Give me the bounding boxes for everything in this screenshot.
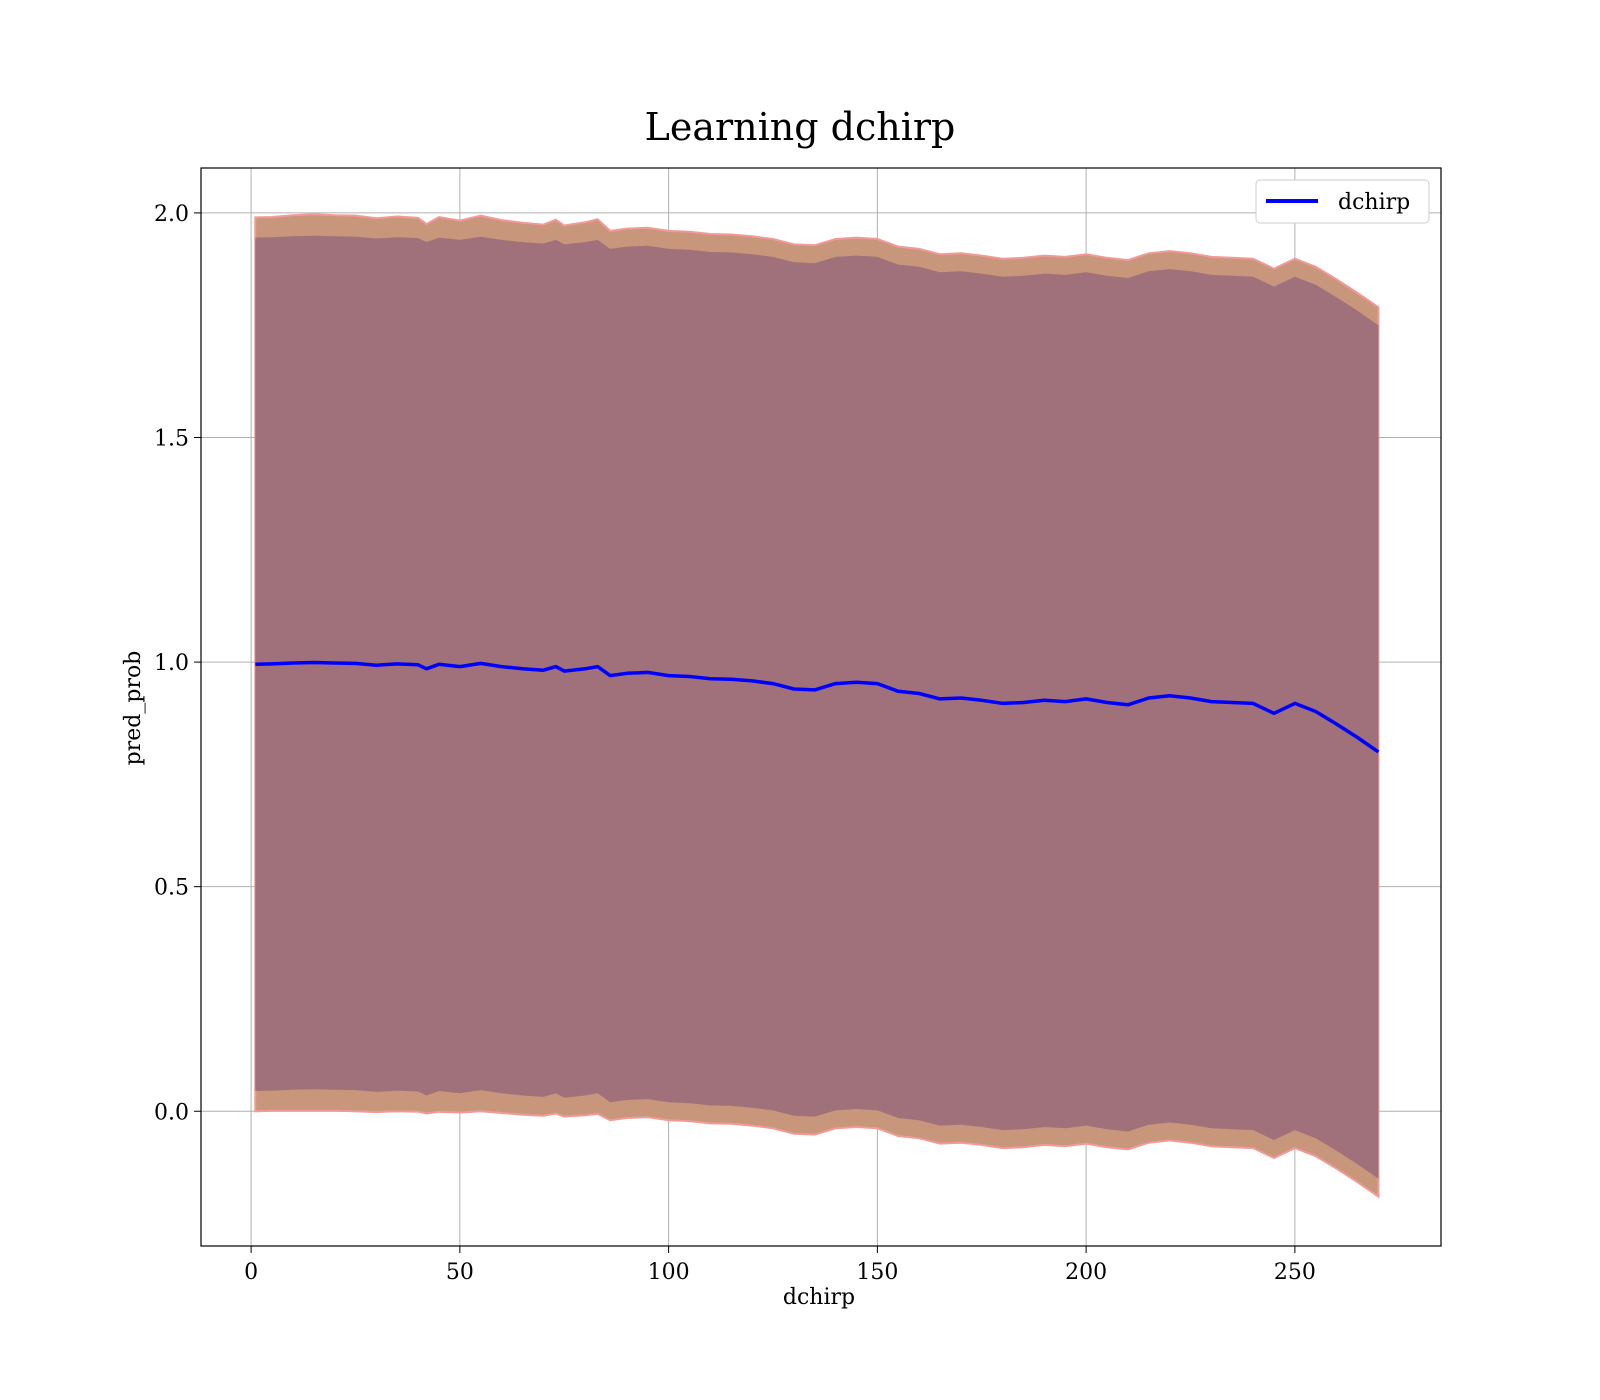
y-tick-label: 0.5 bbox=[154, 876, 189, 901]
y-tick-label: 1.5 bbox=[154, 427, 189, 452]
y-tick-label: 2.0 bbox=[154, 202, 189, 227]
x-tick-label: 150 bbox=[856, 1260, 898, 1285]
y-tick-label: 1.0 bbox=[154, 651, 189, 676]
legend-label-dchirp: dchirp bbox=[1338, 190, 1410, 215]
series-line-dchirp bbox=[255, 660, 1380, 754]
x-tick-label: 50 bbox=[446, 1260, 474, 1285]
legend: dchirp bbox=[1255, 179, 1430, 224]
x-tick-label: 0 bbox=[244, 1260, 258, 1285]
legend-box bbox=[1255, 179, 1430, 224]
x-axis-label: dchirp bbox=[783, 1285, 855, 1310]
y-tick-label: 0.0 bbox=[154, 1100, 189, 1125]
inner-confidence-band bbox=[255, 235, 1379, 1179]
x-tick-label: 250 bbox=[1274, 1260, 1316, 1285]
y-axis-label: pred_prob bbox=[121, 651, 146, 766]
plot-area: 0 50 100 150 200 250 0.0 0.5 1.0 1.5 2.0 bbox=[154, 167, 1442, 1285]
x-tick-label: 200 bbox=[1065, 1260, 1107, 1285]
x-tick-label: 100 bbox=[648, 1260, 690, 1285]
axes-frame bbox=[200, 167, 1442, 1247]
chart-title: Learning dchirp bbox=[645, 105, 956, 149]
